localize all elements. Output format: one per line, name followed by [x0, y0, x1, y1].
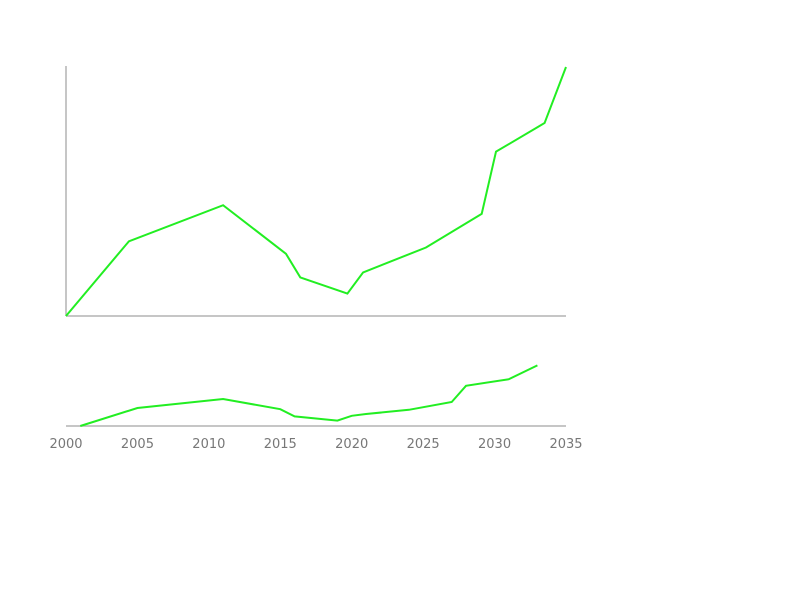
overview-series-line: [79, 364, 538, 427]
x-tick-label: 2000: [49, 437, 82, 452]
main-series-line: [65, 66, 567, 317]
x-tick-label: 2025: [407, 437, 440, 452]
x-tick-label: 2010: [192, 437, 225, 452]
overview-line-chart: 2000 2005 2010 2015 2020 2025 2030 2035: [49, 364, 583, 452]
x-tick-label: 2015: [264, 437, 297, 452]
x-tick-label: 2035: [549, 437, 582, 452]
x-tick-label: 2020: [335, 437, 368, 452]
main-line-chart: [65, 66, 567, 317]
x-tick-label: 2005: [121, 437, 154, 452]
x-tick-label: 2030: [478, 437, 511, 452]
